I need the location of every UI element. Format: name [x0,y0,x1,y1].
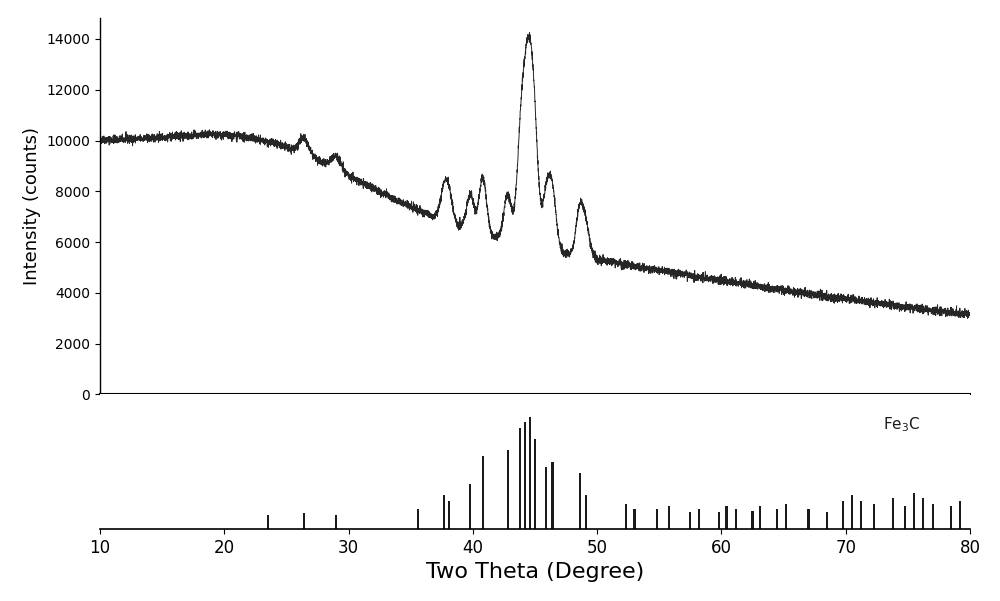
Bar [735,508,737,529]
Bar [751,511,754,529]
X-axis label: Two Theta (Degree): Two Theta (Degree) [426,562,644,582]
Bar [534,439,536,529]
Bar [725,507,728,529]
Bar [668,507,670,529]
Bar [873,504,875,529]
Bar [904,507,906,529]
Bar [656,508,658,529]
Bar [335,516,337,529]
Bar [267,516,269,529]
Y-axis label: Intensity (counts): Intensity (counts) [23,127,41,285]
Bar [950,507,952,529]
Bar [507,451,509,529]
Bar [469,484,471,529]
Bar [689,512,691,529]
Bar [807,508,810,529]
Bar [529,417,531,529]
Bar [826,512,828,529]
Bar [718,512,720,529]
Bar [842,501,844,529]
Bar [585,495,587,529]
Bar [959,501,961,529]
Bar [633,508,636,529]
Bar [851,495,853,529]
Bar [860,501,862,529]
Bar [551,462,554,529]
Bar [579,473,581,529]
Bar [524,423,526,529]
Bar [698,508,700,529]
Bar [776,508,778,529]
Bar [785,504,787,529]
Text: $\mathrm{Fe_3C}$: $\mathrm{Fe_3C}$ [883,415,920,434]
Bar [759,507,761,529]
Bar [448,501,450,529]
Bar [303,513,305,529]
Bar [892,498,894,529]
Bar [482,456,484,529]
Bar [625,504,627,529]
Bar [545,467,547,529]
Bar [519,428,521,529]
Bar [922,498,924,529]
Bar [417,508,419,529]
Bar [443,495,445,529]
Bar [932,504,934,529]
Bar [913,493,915,529]
